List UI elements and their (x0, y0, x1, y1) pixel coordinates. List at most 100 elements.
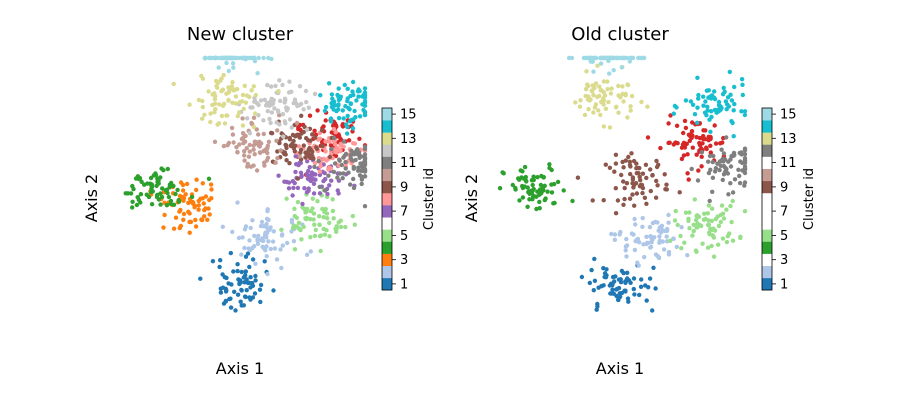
scatter-point (336, 115, 342, 121)
scatter-point (200, 98, 205, 104)
scatter-point (256, 233, 261, 239)
scatter-point (235, 262, 240, 267)
scatter-point (255, 71, 260, 76)
scatter-point (666, 121, 671, 126)
scatter-point (643, 283, 648, 288)
scatter-point (265, 109, 270, 114)
scatter-point (520, 185, 526, 191)
scatter-point (275, 149, 280, 154)
scatter-point (178, 224, 183, 229)
scatter-point (535, 175, 540, 180)
scatter-point (362, 146, 368, 152)
scatter-point (623, 288, 628, 293)
scatter-point (632, 292, 637, 297)
scatter-point (354, 149, 359, 154)
scatter-point (274, 257, 280, 262)
scatter-point (281, 134, 286, 139)
scatter-point (639, 99, 644, 105)
scatter-point (339, 162, 344, 168)
scatter-point (240, 136, 246, 141)
scatter-point (690, 102, 696, 108)
scatter-point (636, 240, 642, 245)
scatter-point (657, 225, 662, 230)
scatter-point (321, 124, 326, 129)
scatter-point (701, 103, 706, 108)
scatter-point (323, 104, 329, 110)
scatter-point (644, 175, 649, 181)
scatter-point (629, 151, 634, 156)
scatter-point (257, 144, 262, 149)
scatter-point (500, 170, 505, 175)
scatter-point (597, 84, 602, 89)
colorbar-swatch (762, 229, 772, 242)
scatter-point (139, 179, 144, 184)
scatter-point (711, 153, 716, 159)
scatter-point (316, 158, 321, 164)
scatter-point (251, 115, 257, 121)
scatter-point (188, 219, 194, 225)
scatter-point (332, 161, 338, 166)
scatter-point (616, 55, 621, 61)
colorbar-tick-label: 15 (780, 108, 797, 123)
scatter-point (230, 61, 236, 66)
scatter-point (161, 168, 166, 173)
scatter-point (199, 217, 205, 223)
scatter-point (130, 205, 135, 210)
scatter-point (634, 166, 639, 171)
scatter-point (615, 286, 620, 292)
scatter-point (328, 116, 334, 121)
scatter-point (269, 96, 274, 102)
scatter-point (181, 194, 186, 200)
scatter-point (674, 244, 679, 250)
scatter-point (578, 98, 583, 103)
scatter-point (277, 113, 282, 118)
scatter-point (242, 83, 247, 89)
scatter-point (721, 216, 727, 221)
scatter-point (284, 196, 289, 201)
scatter-point (224, 60, 229, 66)
scatter-point (717, 103, 722, 108)
scatter-point (231, 269, 236, 274)
scatter-point (727, 69, 732, 75)
scatter-point (343, 224, 348, 230)
scatter-point (351, 92, 356, 98)
scatter-point (687, 210, 692, 215)
scatter-point (654, 164, 660, 170)
scatter-point (683, 125, 689, 131)
scatter-point (612, 279, 617, 284)
scatter-point (154, 194, 160, 200)
colorbar-swatch (762, 144, 772, 157)
scatter-point (224, 91, 229, 96)
scatter-point (160, 186, 165, 191)
scatter-point (353, 115, 358, 120)
scatter-point (678, 233, 683, 239)
scatter-point (311, 217, 316, 222)
scatter-point (176, 198, 181, 203)
scatter-point (297, 103, 302, 108)
scatter-point (313, 177, 318, 182)
scatter-point (345, 98, 350, 104)
scatter-point (294, 120, 300, 126)
scatter-point (728, 181, 733, 186)
scatter-point (240, 116, 245, 121)
scatter-point (616, 110, 621, 115)
scatter-point (206, 89, 211, 94)
scatter-point (130, 199, 135, 204)
scatter-point (149, 202, 155, 207)
scatter-point (628, 108, 633, 113)
scatter-point (318, 248, 323, 254)
scatter-point (253, 261, 258, 266)
scatter-point (202, 214, 207, 219)
scatter-point (631, 276, 637, 281)
scatter-point (332, 103, 338, 108)
scatter-point (351, 164, 356, 170)
scatter-point (330, 96, 335, 102)
scatter-point (304, 252, 310, 257)
scatter-point (353, 157, 358, 163)
scatter-point (240, 92, 246, 98)
scatter-point (543, 196, 548, 201)
scatter-point (289, 220, 295, 225)
scatter-point (237, 100, 243, 105)
scatter-point (321, 156, 327, 161)
